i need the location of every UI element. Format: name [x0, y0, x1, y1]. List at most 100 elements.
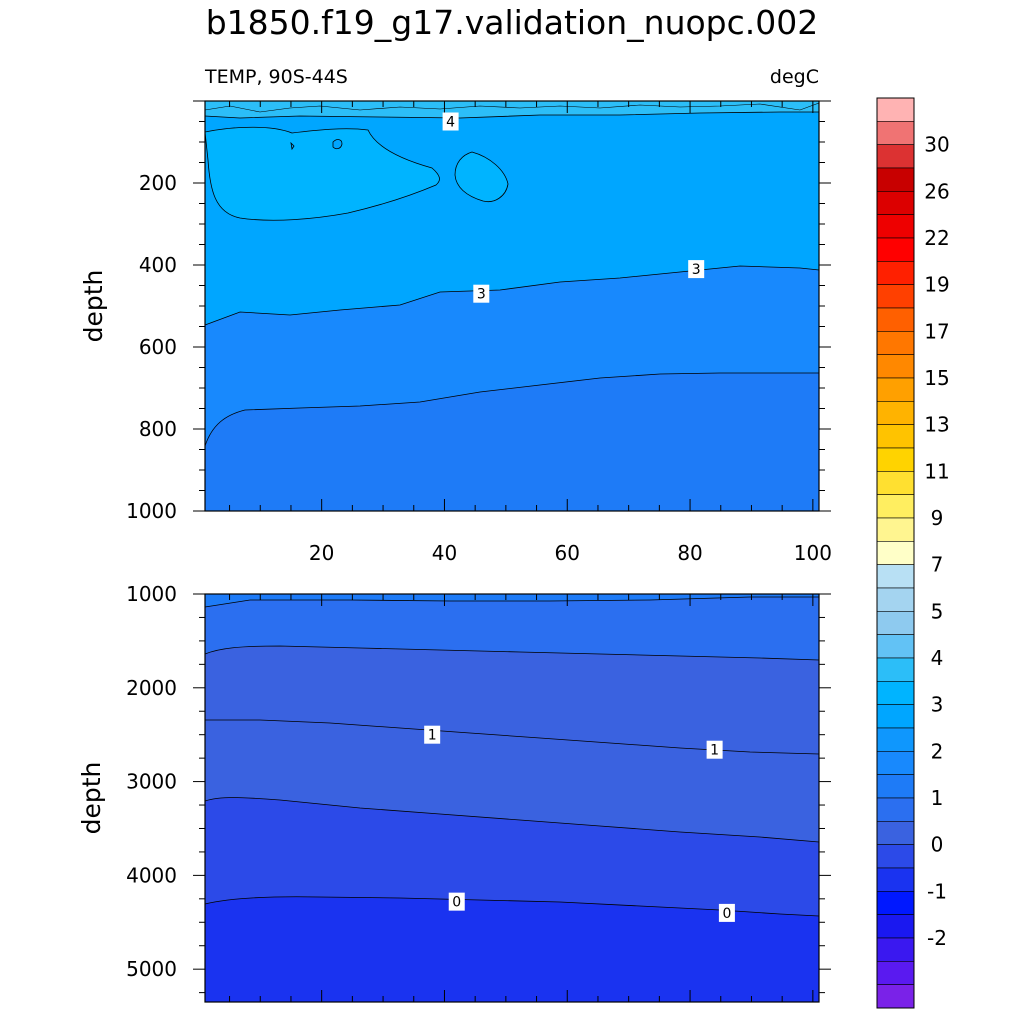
upper-contour-labels: 4 3 3	[442, 112, 705, 303]
upper-cold-blob	[332, 139, 343, 150]
colorbar-swatch	[876, 261, 915, 285]
upper-warm-pocket-right	[454, 151, 509, 203]
lower-ytick-label: 3000	[126, 770, 177, 794]
lower-panel: 1000 2000 3000 4000 5000 1 1 0 0 depth	[77, 582, 831, 1003]
upper-xtick-label: 100	[794, 541, 832, 565]
lower-contour-label-box	[706, 740, 723, 759]
colorbar-swatch	[876, 517, 915, 542]
lower-contour-label-box	[448, 892, 465, 911]
colorbar-swatch	[876, 984, 915, 1009]
lower-contour-0	[204, 896, 820, 917]
lower-contour-05	[204, 797, 820, 843]
lower-contour-label: 0	[722, 906, 731, 922]
colorbar-label: -1	[927, 879, 947, 903]
upper-ytick-label: 1000	[126, 499, 177, 523]
upper-contour-4	[204, 111, 819, 119]
colorbar-label: 13	[924, 413, 949, 437]
colorbar-label: 0	[931, 833, 944, 857]
colorbar-swatch	[876, 727, 915, 752]
colorbar-swatch	[876, 821, 915, 845]
lower-ytick-label: 1000	[126, 582, 177, 606]
lower-contour-label-box	[718, 903, 735, 922]
colorbar-swatch	[876, 961, 915, 985]
upper-ytick-label: 400	[139, 253, 177, 277]
upper-xtick-label: 20	[309, 541, 334, 565]
lower-ytick-label: 2000	[126, 676, 177, 700]
upper-contour-label-box	[442, 112, 459, 131]
colorbar-label: 19	[924, 273, 949, 297]
upper-contour-label: 3	[477, 287, 486, 303]
colorbar-swatch	[876, 611, 915, 635]
lower-contour-label: 0	[452, 895, 461, 911]
colorbar-frame	[876, 97, 915, 1009]
upper-ytick-label: 600	[139, 335, 177, 359]
colorbar-swatch	[876, 167, 915, 192]
colorbar-swatch	[876, 844, 915, 869]
upper-ytick-label: 200	[139, 171, 177, 195]
colorbar-label: 22	[924, 226, 949, 250]
colorbar-swatch	[876, 797, 915, 822]
colorbar-swatch	[876, 424, 915, 449]
colorbar-label: -2	[927, 926, 947, 950]
colorbar-swatch	[876, 191, 915, 215]
colorbar-swatch	[876, 891, 915, 915]
upper-panel: 20 40 60 80 100 200 400 600 800 1000 4 3 3 depth	[79, 100, 832, 565]
lower-ylabel: depth	[77, 762, 106, 835]
chart-title: b1850.f19_g17.validation_nuopc.002	[206, 3, 819, 42]
colorbar-swatch	[876, 354, 915, 379]
colorbar-swatch	[876, 214, 915, 239]
lower-contour-a	[204, 596, 819, 608]
colorbar: 30 26 22 19 17 15 13 11 9 7 5 4 3 2 1 0 -1 -2	[876, 97, 950, 1009]
upper-contour-5	[204, 102, 820, 113]
colorbar-label: 7	[931, 553, 944, 577]
upper-contour-label-box	[473, 284, 490, 303]
colorbar-swatch	[876, 751, 915, 775]
lower-contour-label: 1	[428, 728, 437, 744]
colorbar-swatch	[876, 284, 915, 309]
lower-band-below-0	[205, 896, 819, 1002]
colorbar-swatch	[876, 494, 915, 519]
upper-contour-2	[204, 372, 819, 447]
colorbar-swatch	[876, 681, 915, 705]
colorbar-swatch	[876, 377, 915, 402]
lower-ticks: 1000 2000 3000 4000 5000	[126, 582, 831, 1002]
upper-band-1-2	[205, 373, 819, 511]
colorbar-swatch	[876, 144, 915, 169]
lower-ytick-label: 5000	[126, 957, 177, 981]
upper-contour-label: 3	[692, 262, 701, 278]
colorbar-swatch	[876, 541, 915, 565]
colorbar-swatch	[876, 867, 915, 892]
colorbar-swatch	[876, 914, 915, 939]
lower-contour-b	[204, 645, 820, 661]
colorbar-swatch	[876, 634, 915, 659]
upper-ticks: 20 40 60 80 100 200 400 600 800 1000	[126, 100, 832, 565]
variable-label: TEMP, 90S-44S	[204, 66, 348, 88]
colorbar-swatch	[876, 97, 915, 122]
lower-contour-label-box	[424, 725, 441, 744]
upper-xtick-label: 80	[677, 541, 702, 565]
upper-ylabel: depth	[79, 270, 108, 343]
colorbar-label: 17	[924, 319, 949, 343]
upper-contour-label: 4	[446, 115, 455, 131]
lower-frame	[204, 593, 820, 1003]
colorbar-label: 2	[931, 739, 944, 763]
colorbar-label: 4	[931, 646, 944, 670]
colorbar-swatch	[876, 657, 915, 682]
upper-warm-pocket-left	[204, 126, 440, 221]
colorbar-swatch	[876, 564, 915, 589]
colorbar-label: 15	[924, 366, 949, 390]
colorbar-label: 11	[924, 459, 949, 483]
colorbar-label: 30	[924, 133, 949, 157]
colorbar-swatch	[876, 937, 915, 962]
colorbar-label: 1	[931, 786, 944, 810]
colorbar-swatch	[876, 587, 915, 612]
colorbar-label: 26	[924, 179, 949, 203]
colorbar-swatch	[876, 121, 915, 145]
colorbar-swatch	[876, 774, 915, 799]
colorbar-swatch	[876, 307, 915, 332]
upper-contour-label-box	[688, 260, 705, 279]
upper-ytick-label: 800	[139, 417, 177, 441]
lower-contour-labels: 1 1 0 0	[424, 725, 735, 922]
colorbar-swatch	[876, 471, 915, 495]
